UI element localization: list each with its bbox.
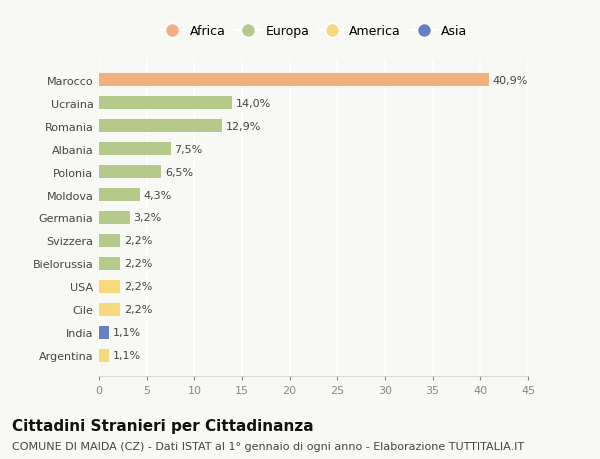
Bar: [99, 235, 120, 247]
Text: 14,0%: 14,0%: [236, 98, 272, 108]
Bar: [99, 212, 130, 224]
Legend: Africa, Europa, America, Asia: Africa, Europa, America, Asia: [156, 22, 471, 42]
Text: 2,2%: 2,2%: [124, 305, 152, 315]
Text: 40,9%: 40,9%: [493, 75, 528, 85]
Text: 2,2%: 2,2%: [124, 259, 152, 269]
Bar: [99, 303, 120, 316]
Bar: [99, 97, 232, 110]
Bar: [99, 143, 170, 156]
Bar: [99, 280, 120, 293]
Text: COMUNE DI MAIDA (CZ) - Dati ISTAT al 1° gennaio di ogni anno - Elaborazione TUTT: COMUNE DI MAIDA (CZ) - Dati ISTAT al 1° …: [12, 441, 524, 451]
Bar: [99, 166, 161, 179]
Text: 1,1%: 1,1%: [113, 328, 142, 338]
Text: 7,5%: 7,5%: [175, 144, 203, 154]
Text: 12,9%: 12,9%: [226, 121, 261, 131]
Bar: [99, 74, 489, 87]
Text: 3,2%: 3,2%: [133, 213, 161, 223]
Text: 4,3%: 4,3%: [144, 190, 172, 200]
Bar: [99, 349, 109, 362]
Bar: [99, 326, 109, 339]
Text: 1,1%: 1,1%: [113, 351, 142, 361]
Bar: [99, 120, 222, 133]
Text: 6,5%: 6,5%: [165, 167, 193, 177]
Bar: [99, 189, 140, 202]
Bar: [99, 257, 120, 270]
Text: 2,2%: 2,2%: [124, 236, 152, 246]
Text: Cittadini Stranieri per Cittadinanza: Cittadini Stranieri per Cittadinanza: [12, 418, 314, 433]
Text: 2,2%: 2,2%: [124, 282, 152, 292]
